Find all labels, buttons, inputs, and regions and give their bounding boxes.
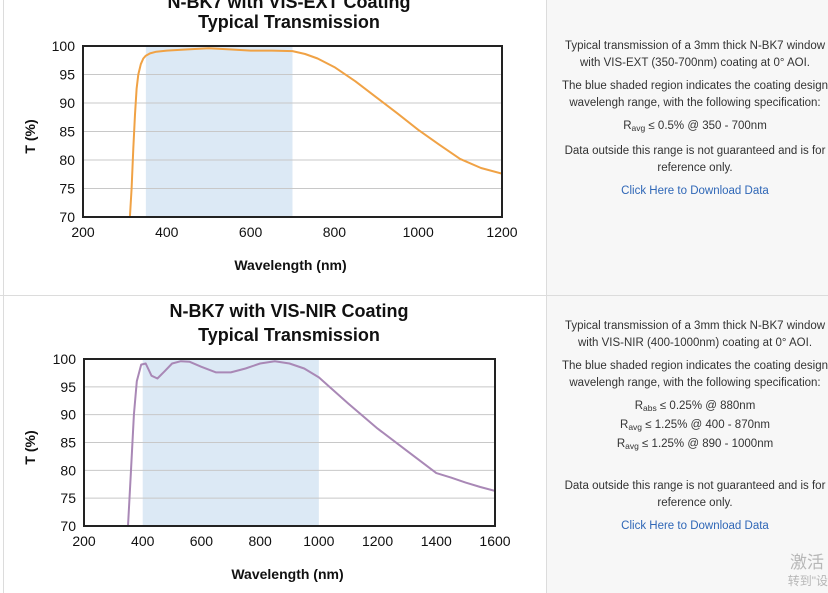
y-axis-label: T (%) xyxy=(22,119,38,153)
y-tick-label: 100 xyxy=(52,38,76,54)
y-tick-label: 80 xyxy=(60,462,76,478)
watermark-line-1: 激活 xyxy=(790,553,824,572)
x-tick-label: 1000 xyxy=(303,533,334,549)
description-disclaimer: Data outside this range is not guarantee… xyxy=(564,145,826,174)
chart-row-vis-nir: 70 75 80 85 90 95 100 200 400 600 800 1000 1200 1400 1… xyxy=(0,295,828,593)
series-line-transmission xyxy=(127,360,495,527)
x-tick-label: 200 xyxy=(72,533,96,549)
spec-list: Ravg ≤ 0.5% @ 350 - 700nm xyxy=(561,118,828,137)
y-tick-label: 70 xyxy=(60,518,76,534)
chart-cell-vis-ext: 70 75 80 85 90 95 100 200 400 600 800 1000 1200 Wavel… xyxy=(4,0,546,296)
y-tick-label: 95 xyxy=(60,379,76,395)
description-intro: Typical transmission of a 3mm thick N-BK… xyxy=(564,40,826,69)
x-tick-label: 600 xyxy=(190,533,214,549)
series-line-transmission xyxy=(128,47,502,218)
x-tick-label: 1200 xyxy=(362,533,393,549)
plot-frame xyxy=(83,358,496,527)
x-tick-label: 200 xyxy=(71,224,95,240)
description-shading-note: The blue shaded region indicates the coa… xyxy=(562,80,828,109)
spec-list: Rabs ≤ 0.25% @ 880nm Ravg ≤ 1.25% @ 400 … xyxy=(561,398,828,455)
y-axis-label: T (%) xyxy=(22,430,38,464)
y-tick-label: 70 xyxy=(59,209,75,225)
spec-line: Ravg ≤ 1.25% @ 890 - 1000nm xyxy=(616,438,774,451)
x-tick-label: 1000 xyxy=(403,224,434,240)
y-tick-label: 80 xyxy=(59,152,75,168)
chart-title-line: N-BK7 with VIS-NIR Coating xyxy=(170,301,409,321)
spec-line: Rabs ≤ 0.25% @ 880nm xyxy=(634,400,756,413)
chart-title-line: Typical Transmission xyxy=(198,12,380,32)
activation-watermark-sub: 转到"设 xyxy=(788,572,828,589)
x-tick-label: 1200 xyxy=(486,224,517,240)
y-tick-label: 85 xyxy=(60,435,76,451)
x-tick-label: 600 xyxy=(239,224,263,240)
chart-row-vis-ext: 70 75 80 85 90 95 100 200 400 600 800 1000 1200 Wavel… xyxy=(0,0,828,296)
x-tick-label: 400 xyxy=(131,533,155,549)
download-data-link[interactable]: Click Here to Download Data xyxy=(621,185,769,197)
x-tick-label: 800 xyxy=(248,533,272,549)
y-tick-label: 100 xyxy=(53,351,77,367)
x-axis-label: Wavelength (nm) xyxy=(231,566,343,582)
x-tick-label: 1400 xyxy=(421,533,452,549)
y-tick-label: 75 xyxy=(59,181,75,197)
description-intro: Typical transmission of a 3mm thick N-BK… xyxy=(564,320,826,349)
download-data-link[interactable]: Click Here to Download Data xyxy=(621,520,769,532)
x-tick-label: 1600 xyxy=(479,533,510,549)
y-tick-label: 75 xyxy=(60,490,76,506)
description-disclaimer: Data outside this range is not guarantee… xyxy=(564,480,826,509)
activation-watermark: 激活 xyxy=(790,548,824,573)
description-vis-ext: Typical transmission of a 3mm thick N-BK… xyxy=(546,0,828,296)
chart-title-line: Typical Transmission xyxy=(198,325,380,345)
chart-vis-nir: 70 75 80 85 90 95 100 200 400 600 800 1000 1200 1400 1… xyxy=(22,301,511,582)
watermark-line-2: 转到"设 xyxy=(787,574,828,588)
chart-title-line: N-BK7 with VIS-EXT Coating xyxy=(168,0,411,12)
spec-line: Ravg ≤ 1.25% @ 400 - 870nm xyxy=(620,419,770,432)
chart-cell-vis-nir: 70 75 80 85 90 95 100 200 400 600 800 1000 1200 1400 1… xyxy=(4,296,546,593)
y-tick-label: 95 xyxy=(59,67,75,83)
x-axis-label: Wavelength (nm) xyxy=(234,257,346,273)
y-tick-label: 90 xyxy=(60,407,76,423)
y-tick-label: 90 xyxy=(59,95,75,111)
y-tick-label: 85 xyxy=(59,124,75,140)
chart-vis-ext: 70 75 80 85 90 95 100 200 400 600 800 1000 1200 Wavel… xyxy=(22,0,518,273)
x-tick-label: 800 xyxy=(323,224,347,240)
description-vis-nir: Typical transmission of a 3mm thick N-BK… xyxy=(546,296,828,593)
x-tick-label: 400 xyxy=(155,224,179,240)
spec-line: Ravg ≤ 0.5% @ 350 - 700nm xyxy=(623,120,767,133)
plot-frame xyxy=(82,45,503,218)
description-shading-note: The blue shaded region indicates the coa… xyxy=(562,360,828,389)
